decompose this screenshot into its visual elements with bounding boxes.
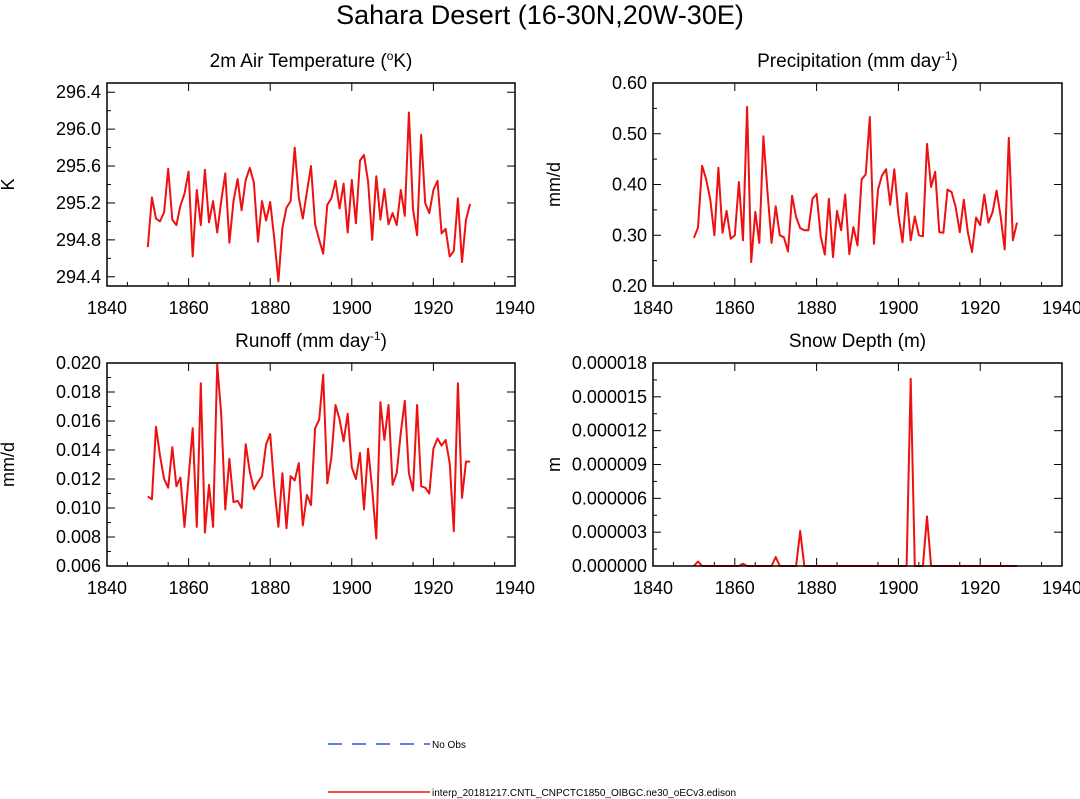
temp-title-text: 2m Air Temperature ( <box>210 51 388 72</box>
snow-xtick-label: 1940 <box>1042 578 1080 598</box>
precip-ylabel: mm/d <box>544 162 564 207</box>
temp-xtick-label: 1860 <box>169 298 209 318</box>
temp-plot-frame <box>106 82 516 287</box>
precip-ytick-label: 0.30 <box>612 225 647 245</box>
runoff-xtick-label: 1860 <box>169 578 209 598</box>
temp-ytick-label: 295.2 <box>56 193 101 213</box>
precip-plot-frame <box>652 82 1063 287</box>
panel-snow-depth: Snow Depth (m) m 1840 1860 1880 1900 1920 1940 0… <box>544 331 1080 598</box>
temp-title-end: K) <box>393 51 412 72</box>
temp-ytick-label: 296.0 <box>56 119 101 139</box>
precip-series-line <box>692 105 1018 264</box>
snow-ytick-label: 0.000018 <box>572 353 647 373</box>
runoff-title-sup: -1 <box>370 329 381 343</box>
runoff-plot-frame <box>106 362 516 567</box>
snow-series-line <box>693 377 1017 567</box>
runoff-xtick-label: 1900 <box>332 578 372 598</box>
precip-xtick-label: 1920 <box>960 298 1000 318</box>
runoff-ylabel: mm/d <box>0 442 18 487</box>
runoff-series-line <box>147 363 471 540</box>
temp-ytick-label: 294.4 <box>56 267 101 287</box>
precip-xtick-label: 1880 <box>797 298 837 318</box>
temp-ytick-label: 294.8 <box>56 230 101 250</box>
temp-title: 2m Air Temperature (oK) <box>210 49 413 72</box>
temp-ylabel: K <box>0 178 18 190</box>
runoff-title-end: ) <box>381 331 387 352</box>
runoff-xtick-label: 1880 <box>250 578 290 598</box>
snow-ytick-label: 0.000006 <box>572 488 647 508</box>
runoff-xtick-label: 1840 <box>87 578 127 598</box>
runoff-title-text: Runoff (mm day <box>235 331 370 352</box>
temp-ytick-label: 295.6 <box>56 156 101 176</box>
precip-ytick-label: 0.50 <box>612 124 647 144</box>
runoff-xtick-label: 1940 <box>495 578 535 598</box>
temp-ytick-label: 296.4 <box>56 82 101 102</box>
temp-title-sup: o <box>387 49 394 63</box>
snow-xtick-label: 1840 <box>633 578 673 598</box>
precip-title-sup: -1 <box>941 49 952 63</box>
panel-air-temperature: 2m Air Temperature (oK) K 1840 1860 1880 1900… <box>0 49 535 318</box>
panel-runoff: Runoff (mm day-1) mm/d 1840 1860 1880 1900 192… <box>0 329 535 598</box>
snow-xtick-label: 1920 <box>960 578 1000 598</box>
runoff-title: Runoff (mm day-1) <box>235 329 387 352</box>
runoff-ytick-label: 0.008 <box>56 527 101 547</box>
precip-xtick-label: 1940 <box>1042 298 1080 318</box>
runoff-ytick-label: 0.018 <box>56 382 101 402</box>
snow-ytick-label: 0.000012 <box>572 421 647 441</box>
precip-xtick-label: 1860 <box>715 298 755 318</box>
runoff-ytick-label: 0.014 <box>56 440 101 460</box>
snow-xtick-label: 1880 <box>797 578 837 598</box>
snow-xtick-label: 1900 <box>878 578 918 598</box>
runoff-ytick-label: 0.010 <box>56 498 101 518</box>
temp-xtick-label: 1840 <box>87 298 127 318</box>
figure-title: Sahara Desert (16-30N,20W-30E) <box>336 0 744 30</box>
temp-xtick-label: 1880 <box>250 298 290 318</box>
temp-series-line <box>146 111 472 283</box>
snow-ytick-label: 0.000009 <box>572 455 647 475</box>
precip-title: Precipitation (mm day-1) <box>757 49 958 72</box>
precip-ytick-label: 0.40 <box>612 175 647 195</box>
panel-precipitation: Precipitation (mm day-1) mm/d 1840 1860 1880… <box>544 49 1080 318</box>
snow-ytick-label: 0.000015 <box>572 387 647 407</box>
snow-ytick-label: 0.000000 <box>572 556 647 576</box>
snow-ylabel: m <box>544 457 564 472</box>
precip-ytick-label: 0.60 <box>612 73 647 93</box>
precip-ytick-label: 0.20 <box>612 276 647 296</box>
precip-title-end: ) <box>952 51 958 72</box>
runoff-ytick-label: 0.006 <box>56 556 101 576</box>
temp-xtick-label: 1920 <box>413 298 453 318</box>
temp-xtick-label: 1900 <box>332 298 372 318</box>
legend: No Obs interp_20181217.CNTL_CNPCTC1850_O… <box>328 740 736 799</box>
legend-no-obs-label: No Obs <box>432 740 466 751</box>
snow-xtick-label: 1860 <box>715 578 755 598</box>
runoff-ytick-label: 0.020 <box>56 353 101 373</box>
snow-title: Snow Depth (m) <box>789 331 926 352</box>
temp-xtick-label: 1940 <box>495 298 535 318</box>
snow-plot-frame <box>652 362 1063 567</box>
precip-xtick-label: 1840 <box>633 298 673 318</box>
precip-title-text: Precipitation (mm day <box>757 51 941 72</box>
legend-model-label: interp_20181217.CNTL_CNPCTC1850_OIBGC.ne… <box>432 788 736 799</box>
snow-title-text: Snow Depth (m) <box>789 331 926 352</box>
snow-ytick-label: 0.000003 <box>572 522 647 542</box>
runoff-ytick-label: 0.012 <box>56 469 101 489</box>
runoff-ytick-label: 0.016 <box>56 411 101 431</box>
precip-xtick-label: 1900 <box>878 298 918 318</box>
runoff-xtick-label: 1920 <box>413 578 453 598</box>
